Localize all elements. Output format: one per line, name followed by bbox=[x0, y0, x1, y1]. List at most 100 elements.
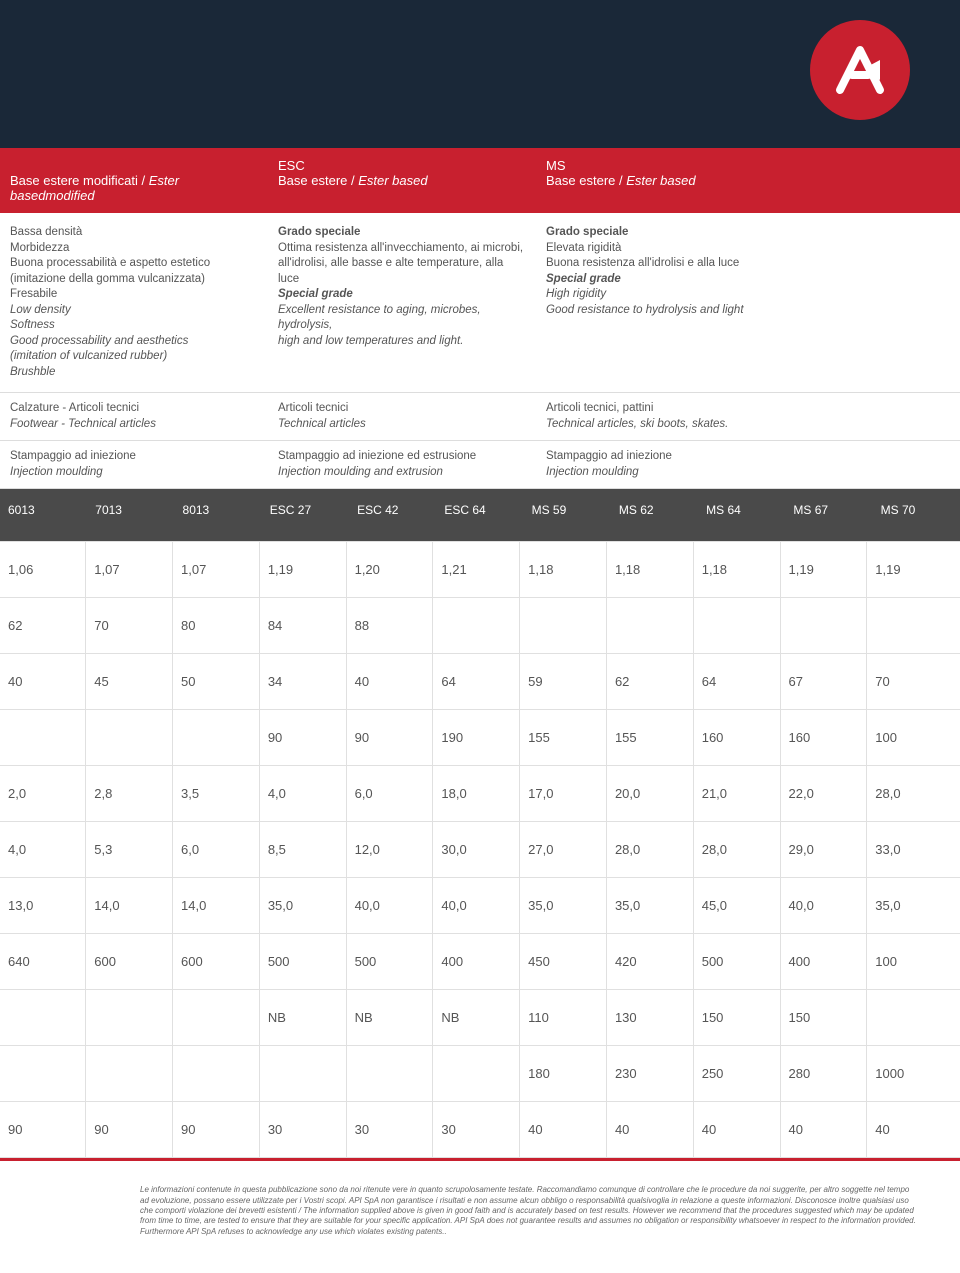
table-cell: 14,0 bbox=[86, 878, 173, 934]
table-cell: 1,07 bbox=[86, 542, 173, 598]
table-cell: 130 bbox=[606, 990, 693, 1046]
table-cell: 150 bbox=[693, 990, 780, 1046]
desc-bold-italic: Special grade bbox=[546, 272, 950, 288]
table-cell: 90 bbox=[346, 710, 433, 766]
table-cell: 29,0 bbox=[780, 822, 867, 878]
table-cell: 45 bbox=[86, 654, 173, 710]
table-cell: 70 bbox=[86, 598, 173, 654]
table-row: 4045503440645962646770 bbox=[0, 654, 960, 710]
table-cell: 4,0 bbox=[259, 766, 346, 822]
grade-header: MS 64 bbox=[698, 489, 785, 541]
desc-line-italic: Brushble bbox=[10, 365, 258, 381]
table-cell: 8,5 bbox=[259, 822, 346, 878]
table-row: 13,014,014,035,040,040,035,035,045,040,0… bbox=[0, 878, 960, 934]
table-cell: 40 bbox=[520, 1102, 607, 1158]
table-cell: 40 bbox=[346, 654, 433, 710]
table-cell bbox=[693, 598, 780, 654]
desc-line: Elevata rigidità bbox=[546, 241, 950, 257]
desc2-col1: Articoli tecnici Technical articles bbox=[268, 393, 536, 441]
desc2-col1-italic: Technical articles bbox=[278, 417, 526, 433]
desc-line-italic: (imitation of vulcanized rubber) bbox=[10, 349, 258, 365]
table-cell: 230 bbox=[606, 1046, 693, 1102]
data-table: 1,061,071,071,191,201,211,181,181,181,19… bbox=[0, 541, 960, 1158]
logo bbox=[810, 20, 910, 120]
table-cell bbox=[173, 990, 260, 1046]
table-cell: 70 bbox=[867, 654, 960, 710]
table-cell: 28,0 bbox=[606, 822, 693, 878]
desc2-col2-italic: Technical articles, ski boots, skates. bbox=[546, 417, 950, 433]
grade-header: MS 70 bbox=[873, 489, 960, 541]
table-cell: 35,0 bbox=[520, 878, 607, 934]
table-cell: 62 bbox=[0, 598, 86, 654]
cat2-label: Base estere / bbox=[546, 173, 626, 188]
desc3-col1-line: Stampaggio ad iniezione ed estrusione bbox=[278, 449, 526, 465]
table-cell: 40,0 bbox=[433, 878, 520, 934]
desc3-col0-italic: Injection moulding bbox=[10, 465, 258, 481]
desc-line-italic: Good processability and aesthetics bbox=[10, 334, 258, 350]
description-row-3: Stampaggio ad iniezione Injection mouldi… bbox=[0, 441, 960, 489]
table-cell: 14,0 bbox=[173, 878, 260, 934]
table-cell: 1000 bbox=[867, 1046, 960, 1102]
table-row: 1802302502801000 bbox=[0, 1046, 960, 1102]
table-row: 4,05,36,08,512,030,027,028,028,029,033,0 bbox=[0, 822, 960, 878]
table-cell: 50 bbox=[173, 654, 260, 710]
table-cell: 180 bbox=[520, 1046, 607, 1102]
table-cell: 3,5 bbox=[173, 766, 260, 822]
table-cell: 5,3 bbox=[86, 822, 173, 878]
table-cell: 30 bbox=[259, 1102, 346, 1158]
table-cell: 35,0 bbox=[606, 878, 693, 934]
table-cell: 1,18 bbox=[606, 542, 693, 598]
table-cell: 1,19 bbox=[867, 542, 960, 598]
table-cell bbox=[433, 1046, 520, 1102]
desc-line-italic: high and low temperatures and light. bbox=[278, 334, 526, 350]
table-cell: 30 bbox=[433, 1102, 520, 1158]
desc2-col0-italic: Footwear - Technical articles bbox=[10, 417, 258, 433]
cat0-label: Base estere modificati / bbox=[10, 173, 149, 188]
desc3-col1-italic: Injection moulding and extrusion bbox=[278, 465, 526, 481]
desc-line-italic: Low density bbox=[10, 303, 258, 319]
table-cell: NB bbox=[346, 990, 433, 1046]
table-cell: 160 bbox=[693, 710, 780, 766]
desc-line: Buona processabilità e aspetto estetico bbox=[10, 256, 258, 272]
grade-header: MS 62 bbox=[611, 489, 698, 541]
table-cell: 190 bbox=[433, 710, 520, 766]
table-cell: 40 bbox=[693, 1102, 780, 1158]
desc-bold: Grado speciale bbox=[546, 225, 950, 241]
desc-line: Ottima resistenza all'invecchiamento, ai… bbox=[278, 241, 526, 257]
desc1-col0: Bassa densitàMorbidezzaBuona processabil… bbox=[0, 213, 268, 393]
table-cell: 400 bbox=[433, 934, 520, 990]
grade-header: MS 67 bbox=[785, 489, 872, 541]
desc1-col1: Grado specialeOttima resistenza all'inve… bbox=[268, 213, 536, 393]
table-cell: 21,0 bbox=[693, 766, 780, 822]
table-cell: NB bbox=[433, 990, 520, 1046]
table-cell: 450 bbox=[520, 934, 607, 990]
desc3-col2-line: Stampaggio ad iniezione bbox=[546, 449, 950, 465]
table-cell bbox=[173, 1046, 260, 1102]
table-cell: 1,06 bbox=[0, 542, 86, 598]
table-cell: 1,19 bbox=[780, 542, 867, 598]
table-cell: 1,21 bbox=[433, 542, 520, 598]
table-cell: 100 bbox=[867, 934, 960, 990]
page-header bbox=[0, 0, 960, 148]
table-cell bbox=[520, 598, 607, 654]
category-col-1: ESC Base estere / Ester based bbox=[268, 148, 536, 213]
description-row-1: Bassa densitàMorbidezzaBuona processabil… bbox=[0, 213, 960, 393]
table-cell bbox=[346, 1046, 433, 1102]
category-col-2: MS Base estere / Ester based bbox=[536, 148, 960, 213]
table-cell: 90 bbox=[259, 710, 346, 766]
table-cell bbox=[0, 990, 86, 1046]
table-cell: 40 bbox=[606, 1102, 693, 1158]
desc-line: Buona resistenza all'idrolisi e alla luc… bbox=[546, 256, 950, 272]
table-cell bbox=[0, 1046, 86, 1102]
category-header-row: Base estere modificati / Ester basedmodi… bbox=[0, 148, 960, 213]
table-row: NBNBNB110130150150 bbox=[0, 990, 960, 1046]
table-cell: 1,19 bbox=[259, 542, 346, 598]
desc3-col2-italic: Injection moulding bbox=[546, 465, 950, 481]
table-cell bbox=[867, 598, 960, 654]
table-cell: 67 bbox=[780, 654, 867, 710]
table-cell: 28,0 bbox=[867, 766, 960, 822]
table-cell bbox=[86, 990, 173, 1046]
table-cell bbox=[433, 598, 520, 654]
table-cell: 40 bbox=[867, 1102, 960, 1158]
desc2-col2: Articoli tecnici, pattini Technical arti… bbox=[536, 393, 960, 441]
